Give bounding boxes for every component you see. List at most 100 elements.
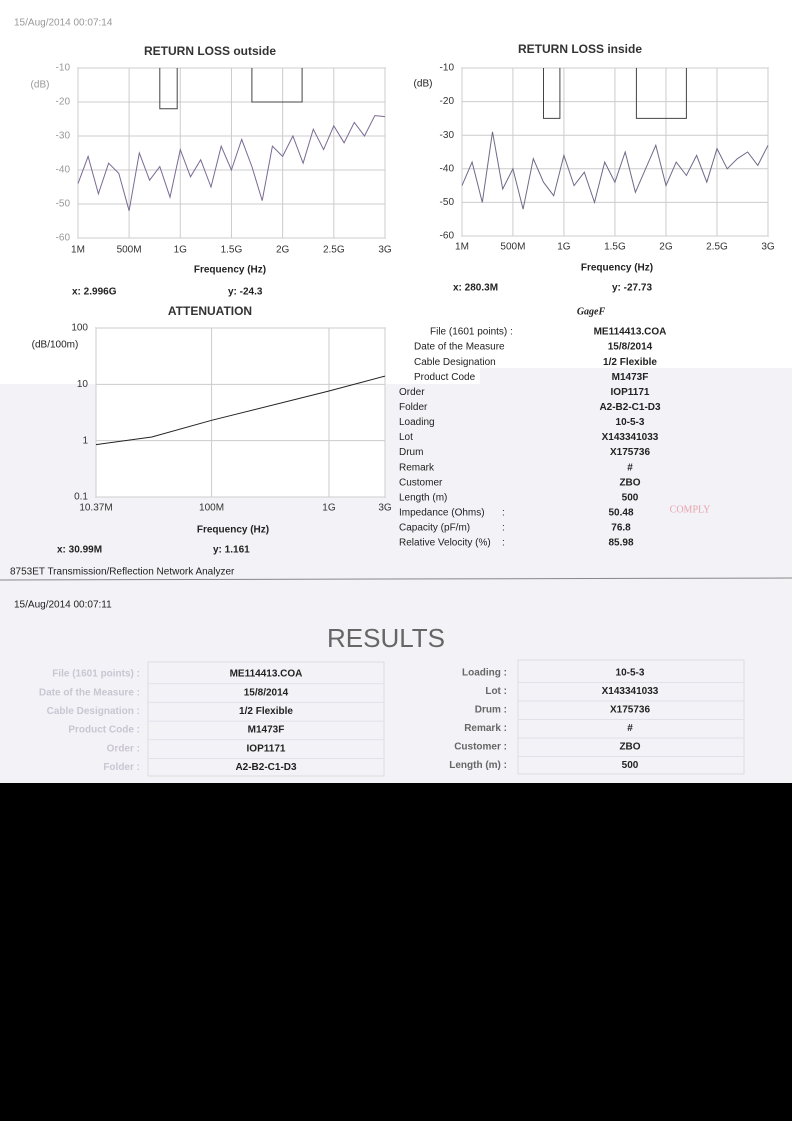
y-tick-label: 100	[71, 323, 88, 334]
info-value: ZBO	[619, 477, 640, 488]
y-tick-label: -20	[56, 97, 71, 108]
y-tick-label: 0.1	[74, 492, 88, 503]
result-label: Cable Designation :	[47, 706, 140, 717]
result-label: Date of the Measure :	[39, 687, 140, 698]
y-tick-label: -10	[440, 63, 455, 74]
stamp: COMPLY	[670, 504, 711, 515]
series-line	[159, 68, 303, 110]
chart-title: RETURN LOSS inside	[518, 42, 642, 56]
results-right-box	[517, 659, 745, 775]
x-tick-label: 1.5G	[221, 245, 243, 256]
info-value: ME114413.COA	[594, 327, 667, 338]
chart: -60 -50 -40 -30 -20 -10 1M 500M 1G 1.5G 2G 2.5G 3G RE…	[414, 42, 775, 293]
x-tick-label: 1G	[322, 503, 336, 514]
info-label: Date of the Measure	[414, 342, 505, 353]
x-tick-label: 1M	[455, 242, 469, 253]
info-separator: :	[502, 507, 505, 518]
x-tick-label: 2G	[659, 242, 673, 253]
y-tick-label: -40	[440, 163, 455, 174]
x-tick-label: 1G	[174, 245, 188, 256]
result-value: ZBO	[619, 742, 640, 753]
info-value: X143341033	[602, 432, 659, 443]
x-axis-label: Frequency (Hz)	[197, 525, 269, 536]
result-label: Order :	[107, 743, 140, 754]
series-line	[95, 375, 386, 446]
info-separator: :	[502, 538, 505, 549]
result-value: #	[627, 723, 633, 734]
x-tick-label: 1.5G	[604, 242, 626, 253]
result-value: IOP1171	[247, 743, 286, 754]
y-axis-label: (dB)	[414, 79, 433, 90]
y-axis-label: (dB)	[31, 80, 50, 91]
result-value: M1473F	[248, 725, 285, 736]
y-tick-label: -30	[440, 130, 455, 141]
y-tick-label: -10	[56, 63, 71, 74]
result-value: X143341033	[602, 686, 659, 697]
result-value: 15/8/2014	[244, 687, 289, 698]
result-value: 1/2 Flexible	[239, 706, 293, 717]
x-tick-label: 1G	[557, 242, 571, 253]
info-value: 50.48	[608, 507, 633, 518]
result-value: ME114413.COA	[230, 669, 303, 680]
info-value: X175736	[610, 447, 650, 458]
info-value: 1/2 Flexible	[603, 357, 657, 368]
chart-title: RETURN LOSS outside	[144, 44, 276, 58]
result-value: 500	[622, 760, 639, 771]
info-label: Capacity (pF/m)	[399, 523, 470, 534]
info-label: Product Code	[414, 372, 476, 383]
info-value: 10-5-3	[616, 417, 645, 428]
x-tick-label: 2.5G	[323, 245, 345, 256]
result-label: Drum :	[475, 705, 507, 716]
result-label: Lot :	[485, 686, 507, 697]
info-label: Order	[399, 387, 425, 398]
x-tick-label: 2G	[276, 245, 290, 256]
y-tick-label: -40	[56, 165, 71, 176]
info-value: #	[627, 462, 633, 473]
info-value: 500	[622, 492, 639, 503]
result-value: 10-5-3	[616, 668, 645, 679]
cursor-readout: x: 2.996G	[72, 287, 117, 298]
series-line	[461, 131, 769, 210]
result-label: Folder :	[103, 762, 140, 773]
chart-title: ATTENUATION	[168, 304, 252, 318]
x-tick-label: 3G	[378, 503, 392, 514]
info-label: Relative Velocity (%)	[399, 538, 491, 549]
info-label: Lot	[399, 432, 413, 443]
info-label: Loading	[399, 417, 435, 428]
scan-background	[0, 783, 792, 1121]
info-label: Customer	[399, 477, 443, 488]
x-axis-label: Frequency (Hz)	[194, 265, 266, 276]
y-tick-label: -20	[440, 96, 455, 107]
info-value: 76.8	[611, 523, 631, 534]
x-tick-label: 10.37M	[79, 503, 112, 514]
series-line	[543, 68, 687, 119]
result-label: Loading :	[462, 668, 507, 679]
x-tick-label: 1M	[71, 245, 85, 256]
info-label: File (1601 points) :	[430, 327, 513, 338]
result-label: Length (m) :	[449, 760, 507, 771]
info-value: 85.98	[608, 538, 633, 549]
info-value: M1473F	[612, 372, 649, 383]
y-tick-label: -60	[440, 231, 455, 242]
result-value: A2-B2-C1-D3	[235, 762, 297, 773]
paper-seam	[480, 368, 792, 388]
info-value: IOP1171	[611, 387, 650, 398]
y-tick-label: 10	[77, 379, 89, 390]
results-left-box	[147, 661, 385, 777]
result-label: Customer :	[454, 742, 507, 753]
series-line	[77, 115, 386, 211]
x-tick-label: 3G	[378, 245, 392, 256]
results-table: File (1601 points) : ME114413.COA Date of …	[39, 659, 745, 777]
x-tick-label: 2.5G	[706, 242, 728, 253]
timestamp: 15/Aug/2014 00:07:14	[14, 18, 113, 29]
scan-edge	[0, 577, 792, 581]
y-axis-label: (dB/100m)	[32, 340, 79, 351]
chart: -60 -50 -40 -30 -20 -10 1M 500M 1G 1.5G 2G 2.5G 3G RE…	[31, 44, 392, 297]
info-separator: :	[502, 523, 505, 534]
result-label: File (1601 points) :	[52, 669, 140, 680]
y-tick-label: -50	[56, 199, 71, 210]
plot-area	[95, 327, 386, 498]
x-tick-label: 3G	[761, 242, 775, 253]
instrument: 8753ET Transmission/Reflection Network A…	[10, 567, 235, 578]
